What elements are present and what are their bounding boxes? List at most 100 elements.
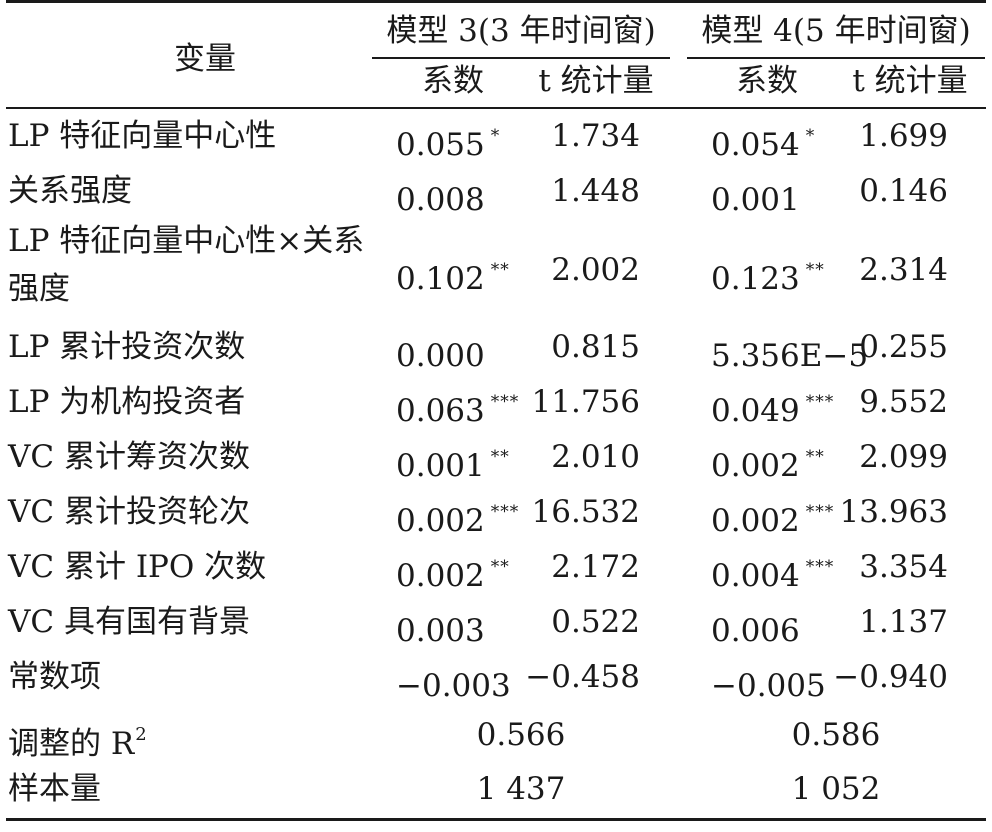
significance-stars: **: [805, 260, 825, 280]
coef-model3-value: −0.003: [396, 668, 511, 704]
coef-model4: 5.356E−5: [711, 328, 874, 375]
tstat-model4: 0.146: [826, 172, 948, 210]
coef-model4: 0.002 ***: [711, 493, 834, 540]
coef-model3-value: 0.001: [396, 448, 485, 484]
coef-model3: 0.001 **: [396, 438, 510, 485]
n-label: 样本量: [8, 771, 101, 807]
header-model3: 模型 3(3 年时间窗): [386, 13, 656, 49]
row-variable: VC 累计 IPO 次数: [8, 549, 267, 585]
significance-stars: ***: [490, 502, 520, 522]
significance-stars: ***: [490, 392, 520, 412]
n-model4: 1 052: [791, 771, 881, 807]
tstat-model3-value: 16.532: [531, 494, 640, 530]
header-tstat-model4: t 统计量: [852, 63, 968, 99]
coef-model4-value: 0.049: [711, 393, 800, 429]
tstat-model3: 11.756: [520, 383, 640, 421]
coef-model4-value: 0.002: [711, 448, 800, 484]
row-variable: LP 特征向量中心性×关系强度: [8, 223, 365, 307]
r2-model3: 0.566: [476, 717, 566, 753]
bottom-rule: [6, 818, 986, 821]
r2-label: 调整的 R2: [8, 716, 378, 763]
coef-model3-value: 0.002: [396, 558, 485, 594]
tstat-model4: 9.552: [826, 383, 948, 421]
tstat-model3-value: 1.448: [551, 173, 640, 209]
significance-stars: *: [490, 126, 501, 146]
tstat-model4: 1.137: [826, 603, 948, 641]
coef-model4-value: 0.006: [711, 613, 800, 649]
header-tstat-model3: t 统计量: [538, 63, 654, 99]
row-variable: VC 累计投资轮次: [8, 494, 250, 530]
tstat-model3-value: 0.522: [551, 604, 640, 640]
tstat-model3-value: 11.756: [531, 384, 640, 420]
significance-stars: ***: [805, 502, 835, 522]
coef-model3: 0.102 **: [396, 251, 510, 298]
row-variable: VC 累计筹资次数: [8, 439, 250, 475]
r2-superscript: 2: [135, 724, 148, 745]
tstat-model3-value: 1.734: [551, 118, 640, 154]
coef-model4: 0.054 *: [711, 117, 815, 164]
significance-stars: **: [490, 557, 510, 577]
tstat-model4-value: 2.099: [859, 439, 948, 475]
row-variable: LP 为机构投资者: [8, 384, 246, 420]
coef-model4-value: −0.005: [711, 668, 826, 704]
coef-model3: 0.002 **: [396, 548, 510, 595]
coef-model3-value: 0.063: [396, 393, 485, 429]
row-variable: 常数项: [8, 659, 101, 695]
n-model3: 1 437: [476, 771, 566, 807]
tstat-model4: 3.354: [826, 548, 948, 586]
coef-model3: 0.000: [396, 328, 491, 375]
coef-model3-value: 0.002: [396, 503, 485, 539]
model4-underline: [687, 57, 985, 59]
coef-model4: 0.006: [711, 603, 806, 650]
tstat-model4-value: −0.940: [833, 659, 948, 695]
coef-model4-value: 0.001: [711, 182, 800, 218]
significance-stars: ***: [805, 557, 835, 577]
coef-model4: 0.001: [711, 172, 806, 219]
coef-model3: −0.003: [396, 658, 517, 705]
tstat-model3: 0.815: [520, 328, 640, 366]
tstat-model3: 1.448: [520, 172, 640, 210]
r2-model4: 0.586: [791, 717, 881, 753]
coef-model3: 0.008: [396, 172, 491, 219]
coef-model4-value: 5.356E−5: [711, 338, 869, 374]
r2-label-text: 调整的 R: [8, 726, 135, 762]
tstat-model4: 13.963: [826, 493, 948, 531]
tstat-model3: 1.734: [520, 117, 640, 155]
tstat-model4: −0.940: [826, 658, 948, 696]
coef-model4-value: 0.004: [711, 558, 800, 594]
significance-stars: *: [805, 126, 816, 146]
tstat-model4: 0.255: [826, 328, 948, 366]
tstat-model4-value: 0.255: [859, 329, 948, 365]
significance-stars: **: [490, 447, 510, 467]
tstat-model3-value: 2.172: [551, 549, 640, 585]
tstat-model3: 0.522: [520, 603, 640, 641]
tstat-model4: 2.314: [826, 251, 948, 289]
tstat-model4-value: 3.354: [859, 549, 948, 585]
tstat-model3-value: −0.458: [525, 659, 640, 695]
coef-model3-value: 0.008: [396, 182, 485, 218]
row-variable: LP 累计投资次数: [8, 329, 246, 365]
tstat-model3: −0.458: [520, 658, 640, 696]
coef-model4: 0.002 **: [711, 438, 825, 485]
model3-underline: [372, 57, 670, 59]
row-variable: 关系强度: [8, 173, 132, 209]
coef-model4: 0.049 ***: [711, 383, 834, 430]
coef-model4-value: 0.002: [711, 503, 800, 539]
tstat-model4: 1.699: [826, 117, 948, 155]
coef-model3-value: 0.055: [396, 127, 485, 163]
header-variable: 变量: [174, 41, 236, 77]
coef-model3-value: 0.000: [396, 338, 485, 374]
coef-model3: 0.002 ***: [396, 493, 519, 540]
tstat-model3: 2.172: [520, 548, 640, 586]
tstat-model3-value: 2.002: [551, 252, 640, 288]
coef-model4: 0.123 **: [711, 251, 825, 298]
coef-model4-value: 0.123: [711, 261, 800, 297]
header-model4: 模型 4(5 年时间窗): [701, 13, 971, 49]
significance-stars: **: [490, 260, 510, 280]
tstat-model4-value: 9.552: [859, 384, 948, 420]
significance-stars: ***: [805, 392, 835, 412]
tstat-model3-value: 0.815: [551, 329, 640, 365]
tstat-model3-value: 2.010: [551, 439, 640, 475]
tstat-model3: 2.010: [520, 438, 640, 476]
